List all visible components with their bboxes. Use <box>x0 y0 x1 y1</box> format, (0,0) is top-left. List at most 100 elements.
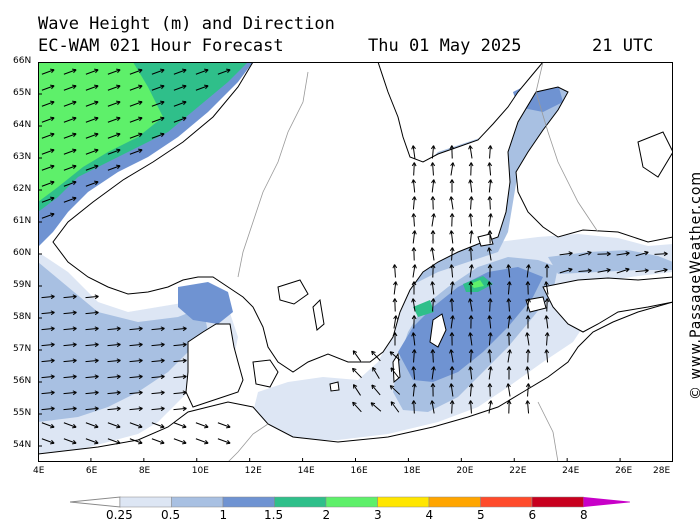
direction-arrow <box>63 68 77 75</box>
legend-label: 1.5 <box>264 508 284 522</box>
direction-arrow <box>352 350 362 362</box>
direction-arrow <box>151 84 165 91</box>
direction-arrow <box>129 84 143 91</box>
direction-arrow <box>63 438 77 445</box>
direction-arrow <box>559 267 573 274</box>
direction-arrow <box>411 366 417 380</box>
direction-arrow <box>107 358 121 364</box>
direction-arrow <box>468 230 474 244</box>
direction-arrow <box>487 315 493 329</box>
direction-arrow <box>63 180 77 187</box>
direction-arrow <box>173 100 187 107</box>
aland-islands <box>477 233 494 247</box>
direction-arrow <box>85 294 99 300</box>
direction-arrow <box>525 281 531 295</box>
direction-arrow <box>107 164 121 171</box>
lat-label: 66N <box>13 56 32 66</box>
direction-arrow <box>635 268 649 274</box>
direction-arrow <box>411 145 416 159</box>
colorbar-legend <box>70 496 630 508</box>
direction-arrow <box>468 315 474 329</box>
direction-arrow <box>654 251 668 257</box>
direction-arrow <box>468 281 474 295</box>
direction-arrow <box>107 84 121 91</box>
direction-arrow <box>107 406 121 412</box>
direction-arrow <box>544 298 550 312</box>
direction-arrow <box>411 332 416 346</box>
lon-label: 26E <box>615 466 633 476</box>
direction-arrow <box>217 438 231 445</box>
direction-arrow <box>488 213 493 227</box>
norwegian-sea-green <box>38 62 163 202</box>
direction-arrow <box>449 264 455 278</box>
direction-arrow <box>195 422 209 429</box>
direction-arrow <box>173 342 187 348</box>
direction-arrow <box>392 298 398 312</box>
direction-arrow <box>411 162 417 176</box>
direction-arrow <box>352 401 362 413</box>
direction-arrow <box>63 390 77 396</box>
legend-label: 0.25 <box>106 508 133 522</box>
lon-label: 28E <box>653 466 671 476</box>
direction-arrow <box>41 294 55 300</box>
direction-arrow <box>41 132 55 139</box>
direction-arrow <box>107 422 121 429</box>
direction-arrow <box>449 145 455 159</box>
direction-arrow <box>151 68 165 75</box>
direction-arrow <box>431 179 436 193</box>
direction-arrow <box>41 422 55 429</box>
direction-arrow <box>370 402 382 412</box>
direction-arrow <box>544 349 550 363</box>
direction-arrow <box>107 374 121 380</box>
direction-arrow <box>468 196 474 210</box>
direction-arrow <box>85 116 99 123</box>
direction-arrow <box>107 390 121 396</box>
border-layer <box>227 62 599 462</box>
direction-arrow <box>371 350 381 362</box>
denmark-land <box>185 323 244 408</box>
direction-arrow <box>392 332 398 346</box>
lon-label: 20E <box>456 466 474 476</box>
direction-arrow <box>41 180 55 187</box>
direction-arrow <box>151 342 165 348</box>
legend-swatch <box>428 496 481 508</box>
direction-arrow <box>85 358 99 364</box>
direction-arrow <box>85 132 99 139</box>
direction-arrow <box>129 358 143 364</box>
direction-arrow <box>63 422 77 429</box>
direction-arrow <box>525 383 531 397</box>
direction-arrow <box>449 179 455 193</box>
direction-arrow <box>430 349 436 363</box>
direction-arrow <box>63 326 77 332</box>
legend-right-triangle <box>583 497 630 507</box>
direction-arrow <box>63 84 77 91</box>
land-layer <box>38 62 673 462</box>
direction-arrow <box>468 162 474 176</box>
legend-label: 6 <box>528 508 537 522</box>
direction-arrow <box>430 383 436 397</box>
direction-arrow <box>41 196 55 203</box>
legend-swatch <box>480 496 533 508</box>
direction-arrow <box>41 84 55 91</box>
legend-swatch <box>531 496 584 508</box>
gotland-island <box>429 313 447 348</box>
lon-label: 8E <box>138 466 151 476</box>
direction-arrow <box>173 406 187 412</box>
direction-arrow <box>506 400 512 414</box>
lat-label: 59N <box>13 280 32 290</box>
direction-arrow <box>430 281 435 295</box>
direction-arrow <box>41 148 55 155</box>
credit-text: © www.PassageWeather.com <box>688 170 700 400</box>
saaremaa-island <box>525 296 547 313</box>
direction-arrow <box>488 366 493 380</box>
direction-arrow <box>63 148 77 155</box>
direction-arrow <box>468 383 474 397</box>
direction-arrow <box>468 366 474 380</box>
direction-arrow <box>85 310 99 316</box>
lat-label: 55N <box>13 408 32 418</box>
direction-arrow <box>41 100 55 107</box>
direction-arrow <box>450 315 455 329</box>
direction-arrow <box>559 251 573 256</box>
direction-arrow <box>85 374 99 380</box>
direction-arrow <box>41 406 55 412</box>
